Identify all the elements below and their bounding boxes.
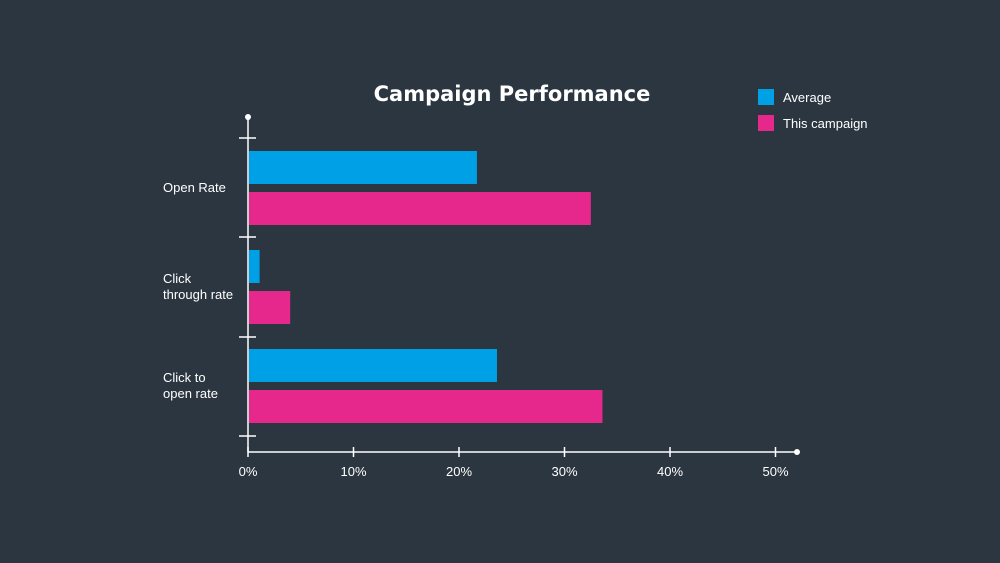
bar — [249, 250, 260, 283]
x-tick-labels: 0% 10% 20% 30% 40% 50% — [239, 464, 789, 479]
category-labels: Open Rate Click through rate Click to open r… — [163, 180, 233, 401]
legend-label: Average — [783, 90, 831, 105]
bar — [249, 192, 591, 225]
x-axis-end-dot — [794, 449, 800, 455]
bars — [249, 151, 603, 423]
legend-label: This campaign — [783, 116, 868, 131]
legend: Average This campaign — [758, 89, 868, 131]
x-tick-label: 30% — [551, 464, 577, 479]
x-tick-label: 50% — [762, 464, 788, 479]
x-tick-label: 20% — [446, 464, 472, 479]
legend-swatch — [758, 115, 774, 131]
bar — [249, 390, 603, 423]
axes — [239, 114, 800, 457]
x-tick-label: 0% — [239, 464, 258, 479]
y-axis-end-dot — [245, 114, 251, 120]
x-tick-label: 40% — [657, 464, 683, 479]
bar — [249, 151, 477, 184]
bar — [249, 291, 291, 324]
category-label: Click through rate — [163, 271, 233, 302]
bar — [249, 349, 497, 382]
x-tick-label: 10% — [340, 464, 366, 479]
chart-title: Campaign Performance — [374, 82, 651, 106]
category-label: Click to open rate — [163, 370, 218, 401]
category-label: Open Rate — [163, 180, 226, 195]
legend-swatch — [758, 89, 774, 105]
